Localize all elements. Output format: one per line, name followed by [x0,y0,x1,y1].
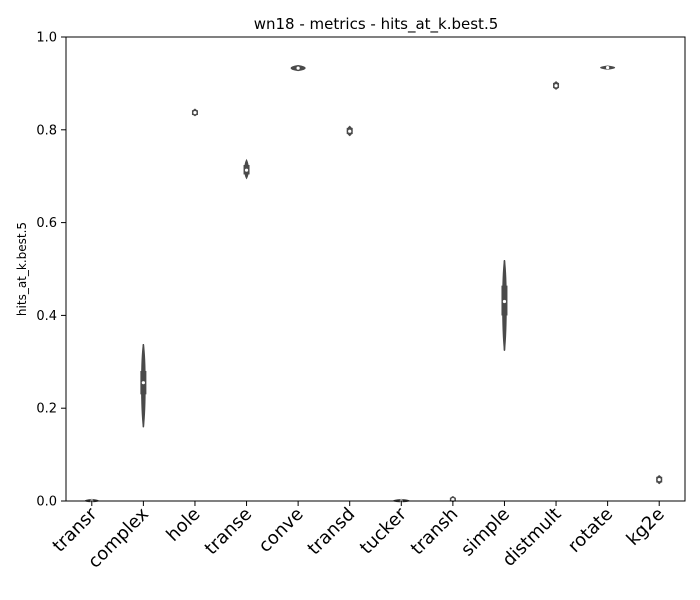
x-tick-label: conve [255,504,308,557]
violin-median-dot [451,498,455,502]
violin-median-dot [606,66,610,70]
violin-kg2e [656,475,663,485]
violin-simple [501,259,508,351]
violin-transe [243,158,250,180]
violin-median-dot [657,478,661,482]
x-tick-label: transd [304,504,360,560]
x-tick-label: transe [201,504,256,559]
y-tick-label: 0.0 [36,495,57,510]
x-tick-label: transh [407,504,463,560]
violin-median-dot [193,111,197,115]
violin-median-dot [296,66,300,70]
violin-rotate [600,65,616,70]
y-tick-label: 0.2 [36,402,57,417]
y-tick-label: 0.4 [36,309,57,324]
violin-hole [191,108,198,117]
y-axis-label: hits_at_k.best.5 [15,222,29,316]
x-tick-label: tucker [356,503,411,558]
x-tick-label: kg2e [623,504,669,550]
chart-title: wn18 - metrics - hits_at_k.best.5 [254,15,499,34]
violin-complex [140,343,147,428]
y-tick-label: 1.0 [36,31,57,46]
y-tick-label: 0.8 [36,123,57,138]
violin-median-dot [244,168,249,172]
violin-median-dot [348,129,352,133]
violin-conve [290,65,306,72]
y-tick-label: 0.6 [36,216,57,231]
violin-median-dot [141,381,145,385]
x-tick-label: rotate [564,504,617,557]
violin-median-dot [502,299,507,304]
violin-transd [346,125,353,137]
plot-frame [65,36,686,502]
x-tick-label: hole [162,504,204,546]
violin-median-dot [554,84,558,88]
violin-distmult [553,81,560,90]
